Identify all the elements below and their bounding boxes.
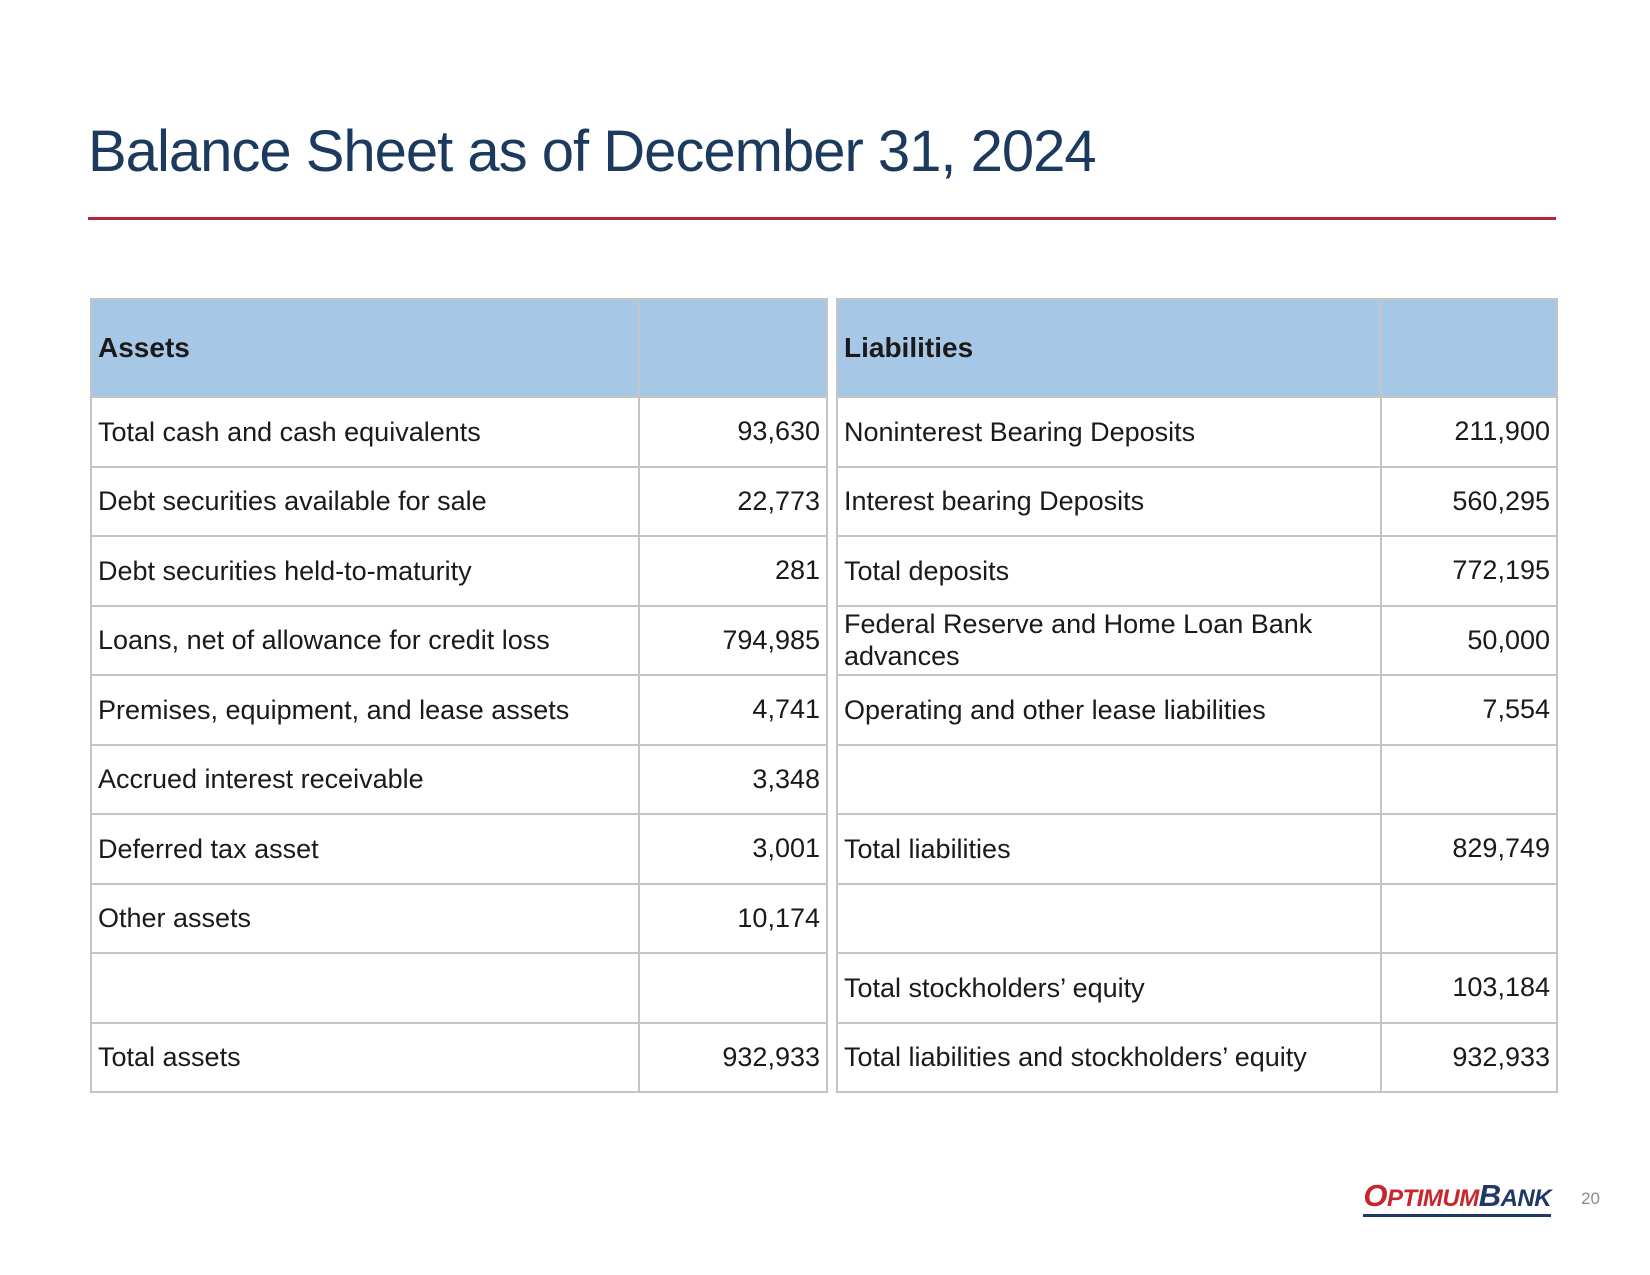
row-value-cell: 932,933 xyxy=(638,1021,828,1093)
row-value-cell: 3,001 xyxy=(638,813,828,885)
assets-table: Assets Total cash and cash equivalents 9… xyxy=(90,298,828,1093)
table-row: Loans, net of allowance for credit loss … xyxy=(90,604,828,676)
row-value-cell: 50,000 xyxy=(1380,604,1558,676)
row-label-cell: Total deposits xyxy=(836,535,1382,607)
row-label-cell: Interest bearing Deposits xyxy=(836,465,1382,537)
table-row: Noninterest Bearing Deposits 211,900 xyxy=(836,396,1558,468)
row-value-cell: 560,295 xyxy=(1380,465,1558,537)
row-value-cell: 794,985 xyxy=(638,604,828,676)
title-underline-rule xyxy=(88,217,1556,220)
page-title: Balance Sheet as of December 31, 2024 xyxy=(88,119,1097,184)
row-value-cell: 22,773 xyxy=(638,465,828,537)
row-value-cell: 772,195 xyxy=(1380,535,1558,607)
row-label-cell xyxy=(836,882,1382,954)
table-row: Deferred tax asset 3,001 xyxy=(90,813,828,885)
row-value-cell xyxy=(1380,882,1558,954)
table-row: Total deposits 772,195 xyxy=(836,535,1558,607)
liabilities-header-row: Liabilities xyxy=(836,298,1558,398)
row-value-cell: 93,630 xyxy=(638,396,828,468)
page-number: 20 xyxy=(1581,1188,1600,1208)
row-value-cell: 10,174 xyxy=(638,882,828,954)
row-label-cell: Deferred tax asset xyxy=(90,813,640,885)
optimumbank-logo: OPTIMUMBANK xyxy=(1363,1178,1552,1217)
liabilities-table: Liabilities Noninterest Bearing Deposits… xyxy=(836,298,1558,1093)
row-label-cell: Accrued interest receivable xyxy=(90,743,640,815)
row-value-cell: 829,749 xyxy=(1380,813,1558,885)
table-row: Interest bearing Deposits 560,295 xyxy=(836,465,1558,537)
row-label-cell: Total assets xyxy=(90,1021,640,1093)
row-label-cell xyxy=(836,743,1382,815)
table-row: Accrued interest receivable 3,348 xyxy=(90,743,828,815)
row-label-cell: Other assets xyxy=(90,882,640,954)
table-row: Total cash and cash equivalents 93,630 xyxy=(90,396,828,468)
row-label-cell: Noninterest Bearing Deposits xyxy=(836,396,1382,468)
liabilities-header-value-cell xyxy=(1380,298,1558,398)
slide-footer: OPTIMUMBANK 20 xyxy=(1363,1180,1600,1217)
logo-text-optimum-initial: O xyxy=(1363,1178,1388,1213)
row-value-cell: 281 xyxy=(638,535,828,607)
row-label-cell: Total stockholders’ equity xyxy=(836,952,1382,1024)
row-value-cell: 4,741 xyxy=(638,674,828,746)
table-row: Total stockholders’ equity 103,184 xyxy=(836,952,1558,1024)
row-value-cell: 932,933 xyxy=(1380,1021,1558,1093)
table-row: Total assets 932,933 xyxy=(90,1021,828,1093)
table-row: Total liabilities and stockholders’ equi… xyxy=(836,1021,1558,1093)
table-row: Other assets 10,174 xyxy=(90,882,828,954)
row-value-cell xyxy=(1380,743,1558,815)
logo-text-optimum: PTIMUM xyxy=(1387,1185,1479,1212)
row-label-cell: Loans, net of allowance for credit loss xyxy=(90,604,640,676)
row-label-cell: Federal Reserve and Home Loan Bank advan… xyxy=(836,604,1382,676)
table-row: Debt securities available for sale 22,77… xyxy=(90,465,828,537)
assets-header-value-cell xyxy=(638,298,828,398)
assets-header-row: Assets xyxy=(90,298,828,398)
logo-text-bank-initial: B xyxy=(1478,1178,1501,1213)
table-row: Debt securities held-to-maturity 281 xyxy=(90,535,828,607)
table-row: Total liabilities 829,749 xyxy=(836,813,1558,885)
table-row: Operating and other lease liabilities 7,… xyxy=(836,674,1558,746)
table-row: Federal Reserve and Home Loan Bank advan… xyxy=(836,604,1558,676)
row-value-cell: 7,554 xyxy=(1380,674,1558,746)
liabilities-header-cell: Liabilities xyxy=(836,298,1382,398)
table-row xyxy=(836,882,1558,954)
row-label-cell: Total liabilities xyxy=(836,813,1382,885)
row-value-cell: 211,900 xyxy=(1380,396,1558,468)
row-value-cell: 103,184 xyxy=(1380,952,1558,1024)
table-row: Premises, equipment, and lease assets 4,… xyxy=(90,674,828,746)
row-value-cell: 3,348 xyxy=(638,743,828,815)
row-value-cell xyxy=(638,952,828,1024)
row-label-cell: Total cash and cash equivalents xyxy=(90,396,640,468)
row-label-cell: Debt securities held-to-maturity xyxy=(90,535,640,607)
row-label-cell: Total liabilities and stockholders’ equi… xyxy=(836,1021,1382,1093)
row-label-cell: Debt securities available for sale xyxy=(90,465,640,537)
table-row xyxy=(836,743,1558,815)
logo-text-bank: ANK xyxy=(1500,1185,1552,1212)
assets-header-cell: Assets xyxy=(90,298,640,398)
row-label-cell: Operating and other lease liabilities xyxy=(836,674,1382,746)
table-row xyxy=(90,952,828,1024)
row-label-cell xyxy=(90,952,640,1024)
row-label-cell: Premises, equipment, and lease assets xyxy=(90,674,640,746)
